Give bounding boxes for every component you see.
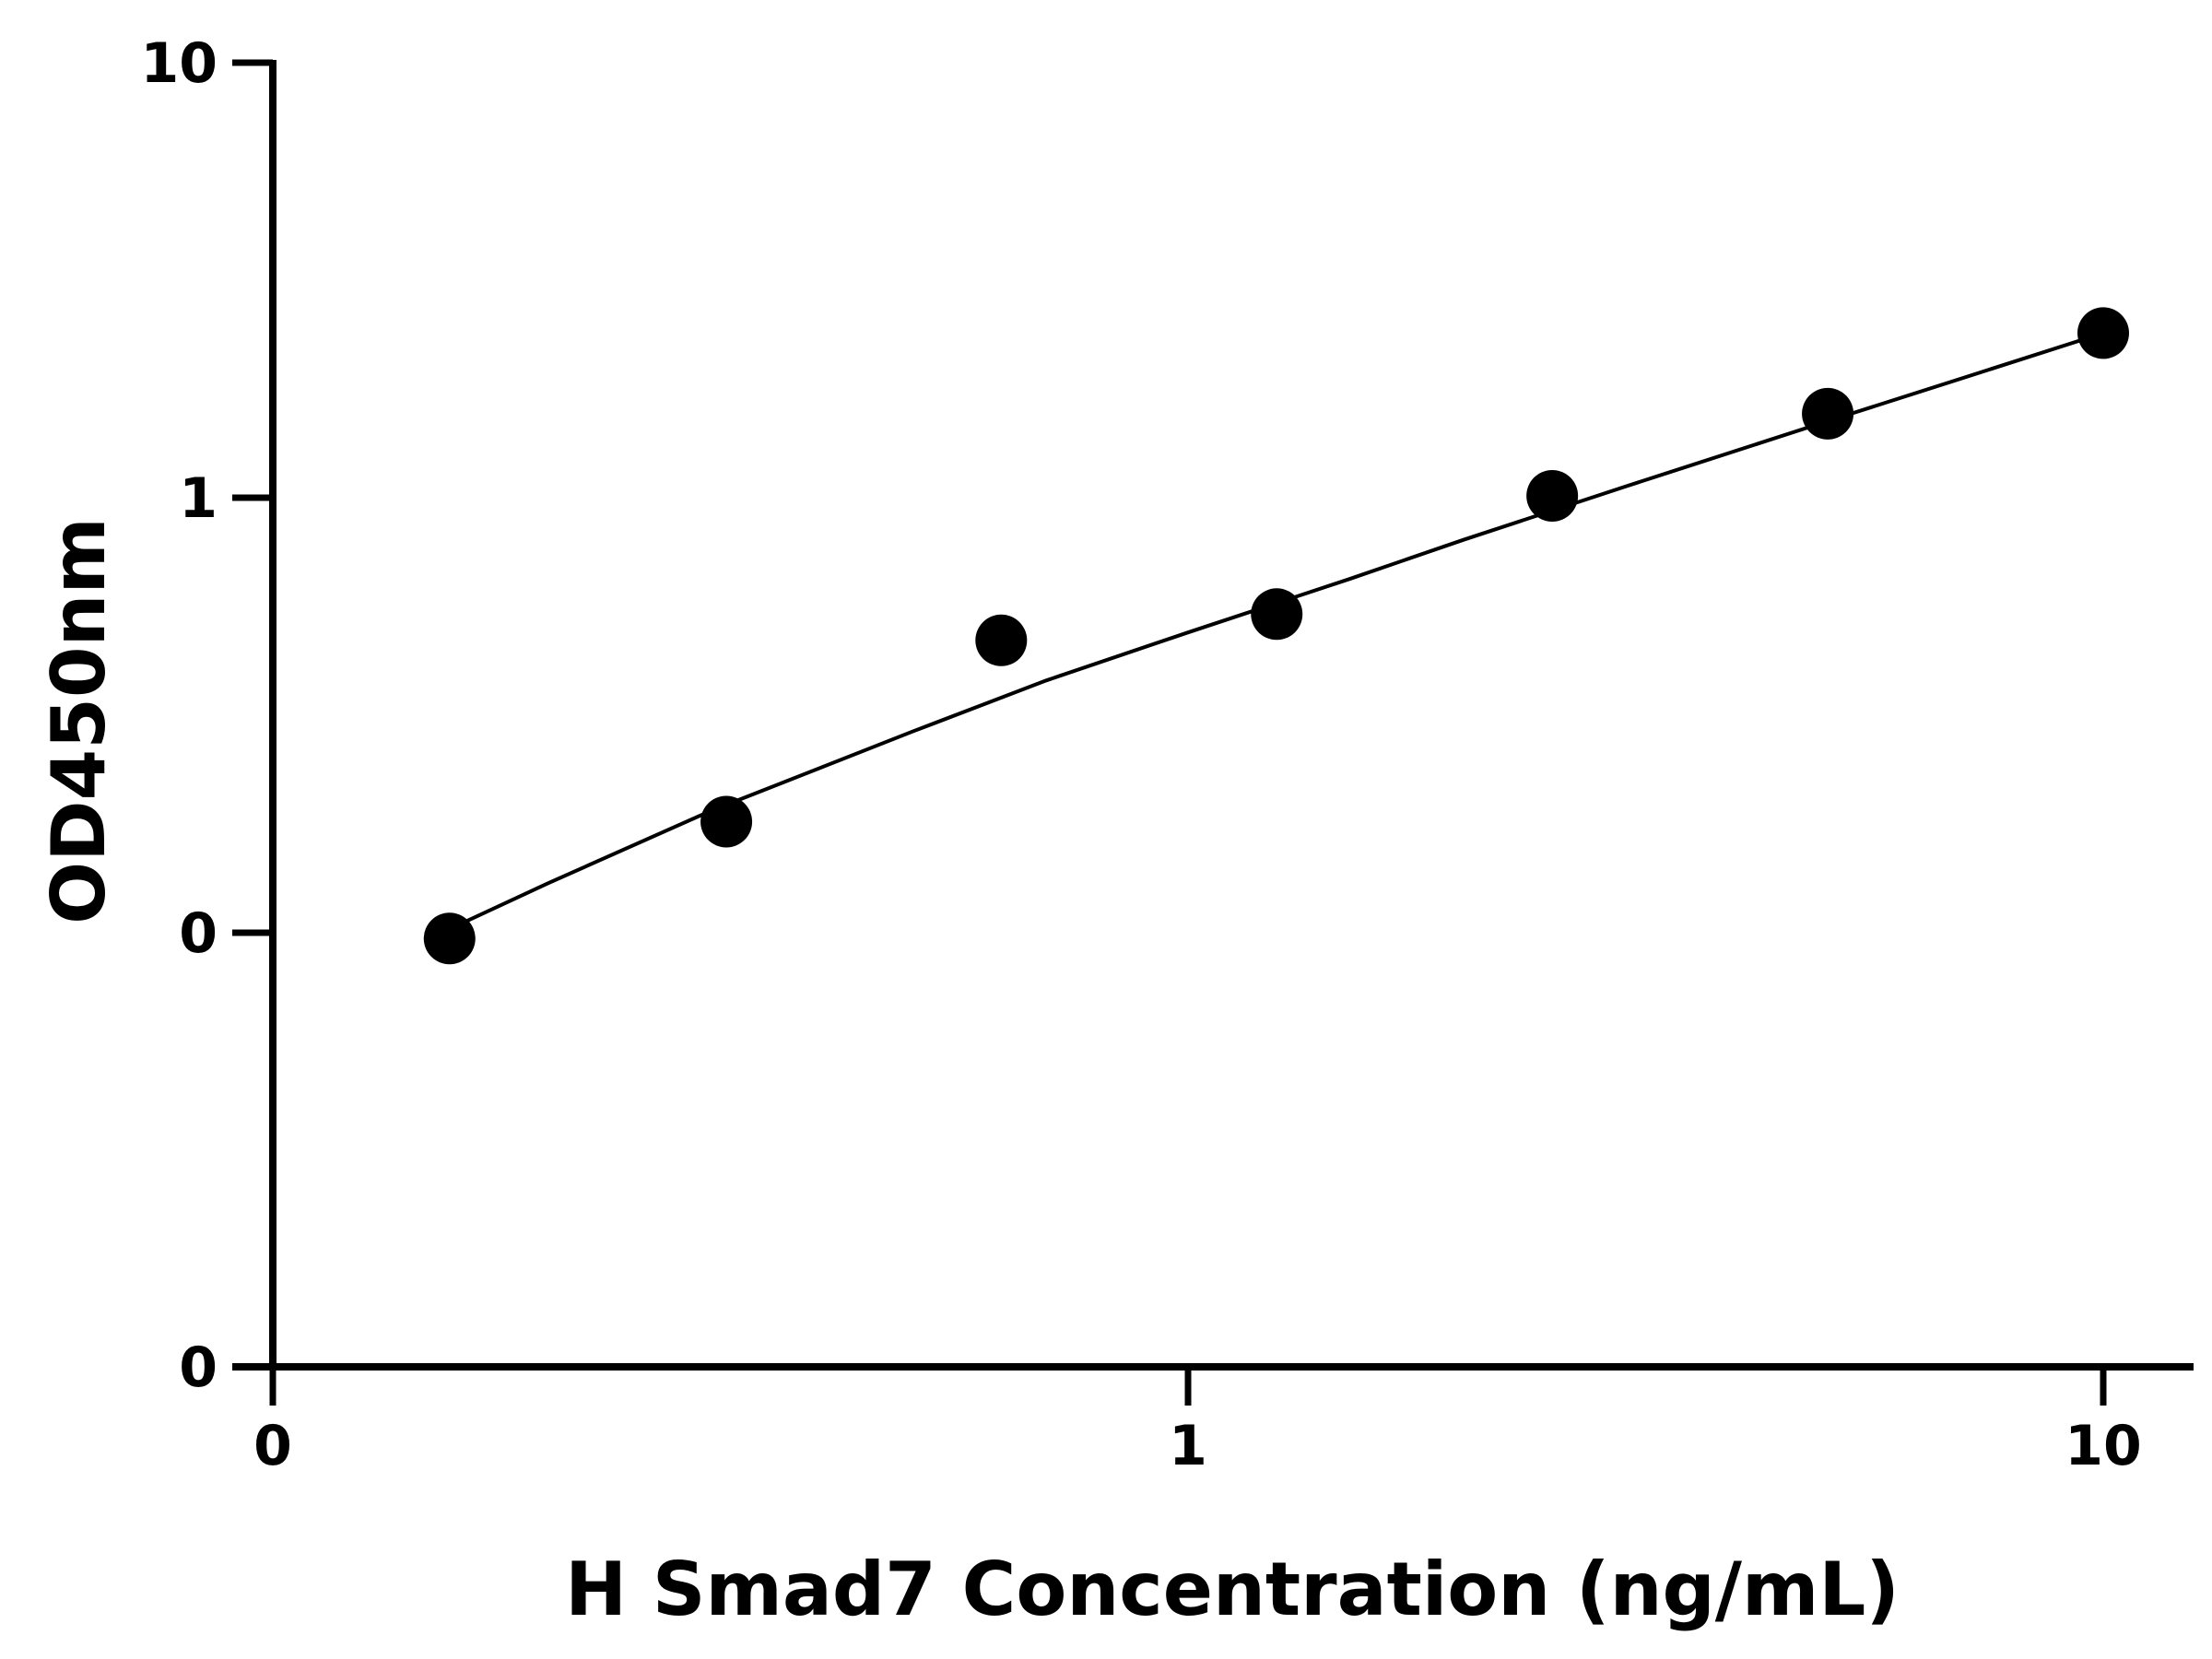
data-point-6	[1802, 387, 1854, 440]
plot-area	[423, 307, 2129, 965]
data-point-1	[423, 912, 476, 965]
x-tick-label: 10	[2065, 1414, 2142, 1478]
y-tick-label: 0	[179, 1335, 218, 1400]
x-ticks: 0 1 10	[253, 1367, 2142, 1478]
data-point-2	[700, 795, 753, 848]
data-point-3	[975, 614, 1028, 666]
x-axis-title: H Smad7 Concentration (ng/mL)	[565, 1547, 1900, 1632]
y-tick-label: 0	[179, 901, 218, 966]
x-tick-label: 0	[253, 1414, 292, 1478]
data-point-4	[1251, 588, 1303, 641]
y-tick-label: 10	[141, 31, 218, 96]
y-axis-title: OD450nm	[36, 517, 122, 924]
data-point-5	[1526, 469, 1579, 522]
y-tick-label: 1	[179, 466, 218, 531]
data-point-7	[2077, 307, 2129, 359]
data-points	[423, 307, 2129, 965]
x-tick-label: 1	[1169, 1414, 1207, 1478]
y-ticks: 0 0 1 10	[141, 31, 273, 1400]
